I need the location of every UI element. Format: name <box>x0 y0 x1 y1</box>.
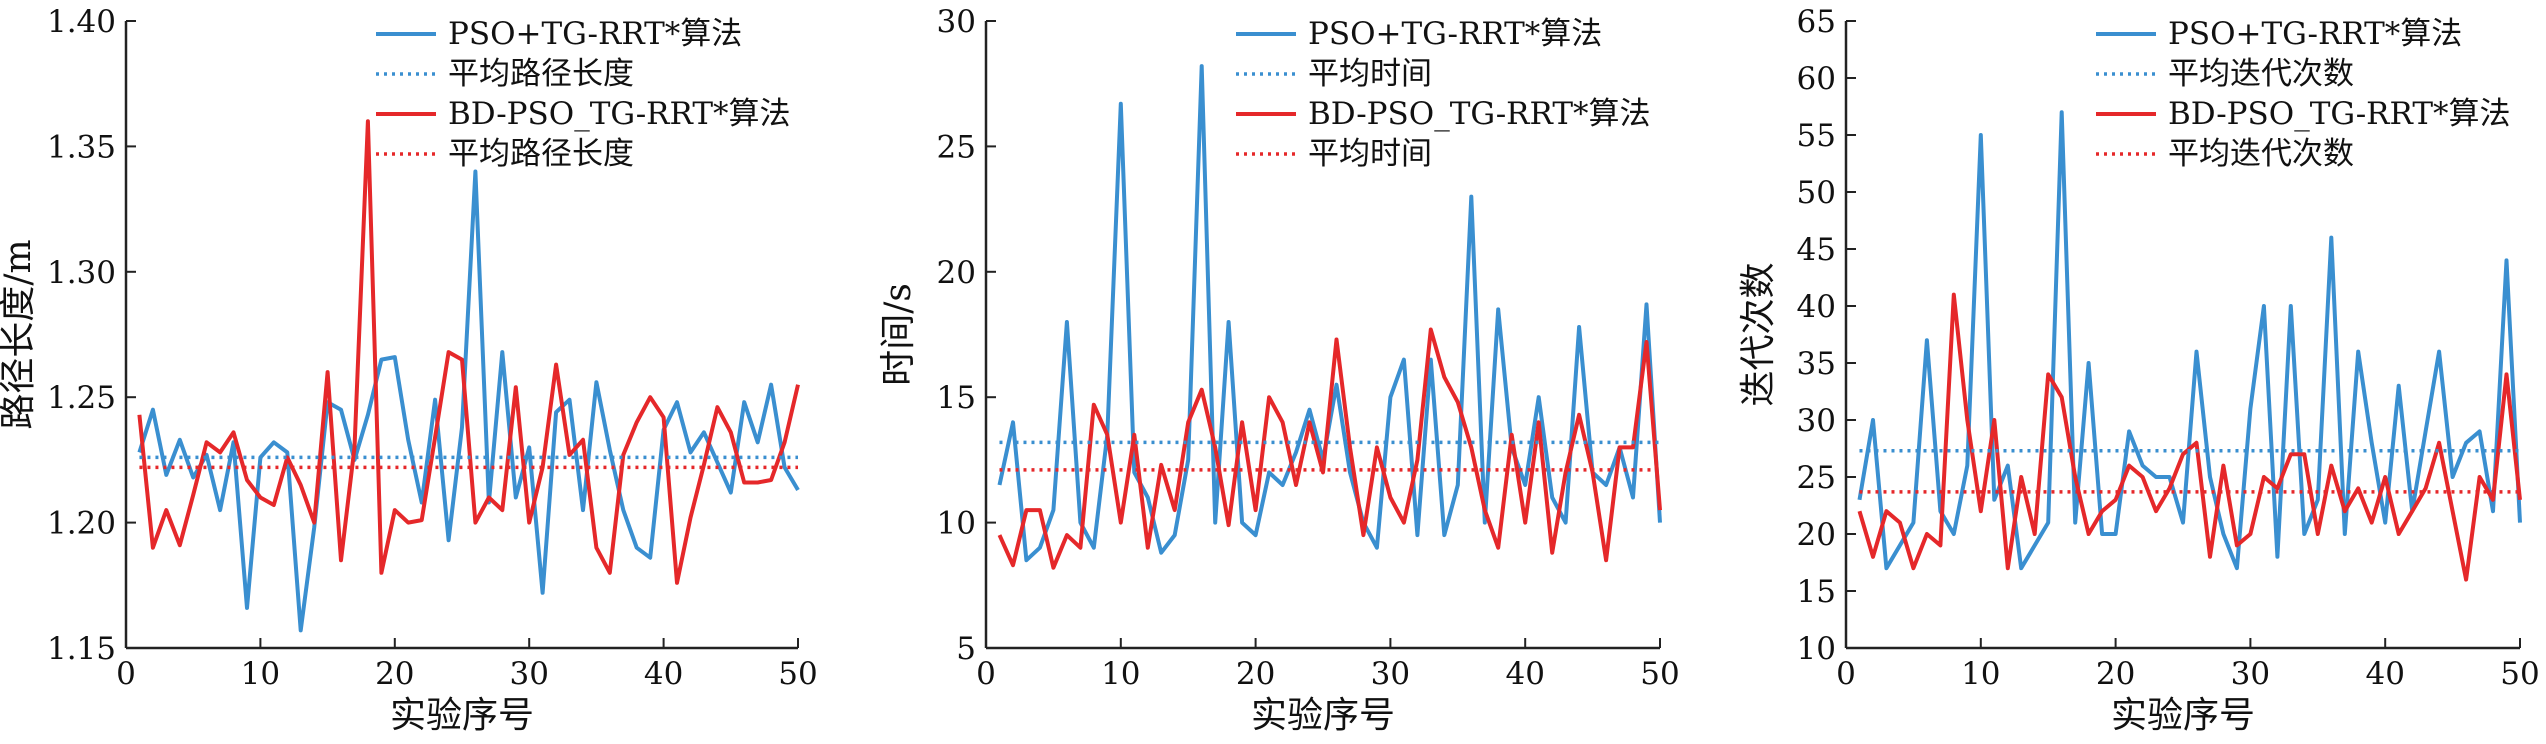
y-tick-label: 1.35 <box>47 129 116 165</box>
legend-label: 平均迭代次数 <box>2168 56 2354 92</box>
y-tick-label: 10 <box>1797 631 1836 667</box>
legend-label: BD-PSO_TG-RRT*算法 <box>1308 96 1651 132</box>
y-tick-label: 45 <box>1797 232 1836 268</box>
chart-panel-2: 5 10 15 20 25 30 0 10 20 30 40 50 实验序号 时间/s PSO+TG-RRT… <box>878 4 1680 736</box>
legend-label: 平均迭代次数 <box>2168 136 2354 172</box>
y-tick-label: 50 <box>1797 175 1836 211</box>
legend-label: PSO+TG-RRT*算法 <box>2168 16 2462 52</box>
legend-label: 平均时间 <box>1308 136 1432 172</box>
x-axis-label: 实验序号 <box>390 695 534 736</box>
x-tick-label: 20 <box>1236 656 1275 692</box>
x-tick-label: 30 <box>509 656 548 692</box>
y-tick-label: 20 <box>1797 517 1836 553</box>
legend-label: PSO+TG-RRT*算法 <box>1308 16 1602 52</box>
x-tick-label: 20 <box>375 656 414 692</box>
y-tick-label: 60 <box>1797 61 1836 97</box>
legend-label: 平均时间 <box>1308 56 1432 92</box>
series-line <box>137 169 800 633</box>
y-axis-label: 时间/s <box>878 283 919 386</box>
x-tick-label: 40 <box>644 656 683 692</box>
y-tick-label: 65 <box>1797 4 1836 40</box>
x-tick-label: 0 <box>976 656 996 692</box>
x-tick-label: 10 <box>241 656 280 692</box>
series-line <box>1857 110 2522 571</box>
legend-label: BD-PSO_TG-RRT*算法 <box>448 96 791 132</box>
x-tick-label: 20 <box>2096 656 2135 692</box>
y-tick-label: 10 <box>937 506 976 542</box>
series-line <box>1857 292 2522 582</box>
series-line <box>137 119 800 585</box>
x-tick-label: 50 <box>1640 656 1679 692</box>
legend-label: 平均路径长度 <box>448 56 634 92</box>
y-tick-label: 1.40 <box>47 4 116 40</box>
y-tick-label: 15 <box>1797 574 1836 610</box>
y-tick-label: 55 <box>1797 118 1836 154</box>
y-tick-label: 30 <box>1797 403 1836 439</box>
x-tick-label: 0 <box>116 656 136 692</box>
legend-label: BD-PSO_TG-RRT*算法 <box>2168 96 2511 132</box>
y-tick-label: 1.15 <box>47 631 116 667</box>
y-tick-label: 40 <box>1797 289 1836 325</box>
x-tick-label: 10 <box>1101 656 1140 692</box>
x-tick-label: 0 <box>1836 656 1856 692</box>
y-tick-label: 1.25 <box>47 380 116 416</box>
chart-panel-1: 1.15 1.20 1.25 1.30 1.35 1.40 0 10 20 30 40 50 实验序号 路… <box>0 4 818 736</box>
x-tick-label: 50 <box>778 656 817 692</box>
y-tick-label: 15 <box>937 380 976 416</box>
legend-label: PSO+TG-RRT*算法 <box>448 16 742 52</box>
y-tick-label: 1.20 <box>47 506 116 542</box>
y-tick-label: 35 <box>1797 346 1836 382</box>
x-axis-label: 实验序号 <box>1251 695 1395 736</box>
y-tick-label: 20 <box>937 255 976 291</box>
y-tick-label: 30 <box>937 4 976 40</box>
y-tick-label: 25 <box>937 129 976 165</box>
x-tick-label: 30 <box>1371 656 1410 692</box>
legend-label: 平均路径长度 <box>448 136 634 172</box>
y-axis-label: 路径长度/m <box>0 239 39 429</box>
x-tick-label: 40 <box>2365 656 2404 692</box>
series-line <box>997 327 1662 570</box>
x-axis-label: 实验序号 <box>2111 695 2255 736</box>
x-tick-label: 40 <box>1505 656 1544 692</box>
y-axis-label: 迭代次数 <box>1738 262 1779 406</box>
y-tick-label: 25 <box>1797 460 1836 496</box>
x-tick-label: 10 <box>1961 656 2000 692</box>
y-tick-label: 5 <box>956 631 976 667</box>
x-tick-label: 30 <box>2231 656 2270 692</box>
x-tick-label: 50 <box>2500 656 2539 692</box>
y-tick-label: 1.30 <box>47 255 116 291</box>
